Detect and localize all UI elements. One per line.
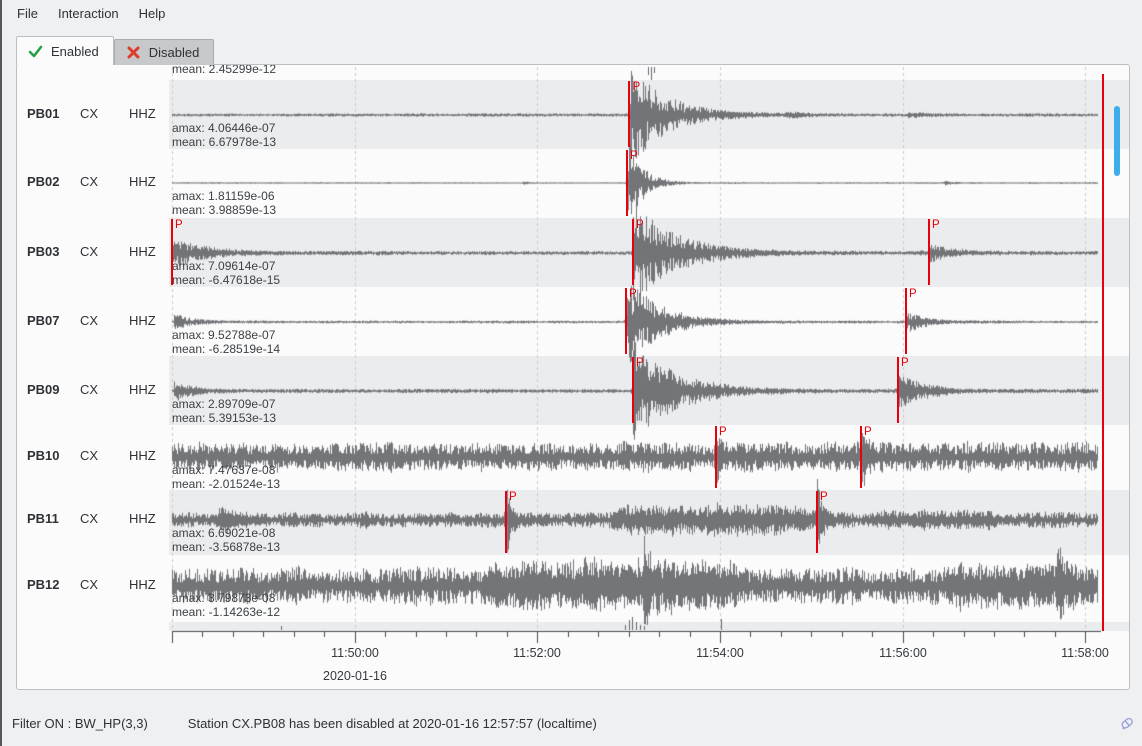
pick-marker-line[interactable]	[505, 491, 507, 553]
pick-marker-line[interactable]	[171, 219, 173, 285]
network-label: CX	[80, 106, 99, 121]
menu-help[interactable]: Help	[138, 6, 166, 21]
amax-label: amax: 6.69021e-08	[172, 526, 276, 540]
trace-view: mean: 2.45299e-12 PB01 CX HHZ amax: 4.06…	[16, 64, 1130, 690]
pick-marker-label[interactable]: P	[932, 219, 940, 231]
station-label-pb09[interactable]: PB09	[27, 382, 60, 397]
tab-bar: Enabled Disabled	[16, 36, 215, 65]
axis-tick-label: 11:52:00	[513, 646, 561, 660]
status-bar: Filter ON : BW_HP(3,3) Station CX.PB08 h…	[2, 700, 1142, 746]
menu-bar: File Interaction Help	[2, 0, 1142, 27]
axis-tick-label: 11:54:00	[696, 646, 744, 660]
pick-marker-line[interactable]	[904, 288, 907, 354]
cross-icon	[127, 46, 140, 59]
pick-marker-line[interactable]	[928, 219, 930, 285]
pick-marker-label[interactable]: P	[635, 219, 644, 231]
amax-label: amax: 1.81159e-06	[172, 189, 275, 203]
channel-label: HHZ	[129, 382, 156, 397]
axis-tick-label: 11:56:00	[879, 646, 927, 660]
tab-disabled-label: Disabled	[148, 45, 200, 60]
amax-label: amax: 4.06446e-07	[172, 121, 276, 135]
check-icon	[28, 45, 43, 57]
mean-label: mean: 3.98859e-13	[172, 203, 277, 217]
waveform-canvas[interactable]	[17, 65, 1129, 689]
pick-marker-label[interactable]: P	[175, 219, 183, 231]
mean-label: mean: -3.56878e-13	[172, 540, 281, 554]
pick-marker-label[interactable]: P	[629, 288, 637, 300]
channel-label: HHZ	[129, 244, 156, 259]
pick-marker-line[interactable]	[896, 357, 899, 423]
pick-marker-line[interactable]	[625, 288, 628, 354]
pick-marker-line[interactable]	[631, 219, 634, 285]
station-label-pb03[interactable]: PB03	[27, 244, 60, 259]
status-message: Station CX.PB08 has been disabled at 202…	[187, 715, 597, 731]
tab-enabled[interactable]: Enabled	[16, 36, 114, 65]
scrollbar-thumb[interactable]	[1114, 106, 1120, 176]
pick-marker-line[interactable]	[628, 81, 631, 147]
mean-label: mean: -6.28519e-14	[172, 342, 281, 356]
station-label-pb12[interactable]: PB12	[27, 577, 60, 592]
time-cursor-line[interactable]	[1102, 74, 1104, 631]
clipped-mean-label: mean: 2.45299e-12	[172, 64, 277, 76]
network-label: CX	[80, 511, 99, 526]
pick-marker-label[interactable]: P	[632, 81, 641, 93]
tab-disabled[interactable]: Disabled	[113, 39, 215, 65]
pick-marker-line[interactable]	[860, 426, 863, 488]
station-label-pb10[interactable]: PB10	[27, 448, 60, 463]
amax-label: amax: 7.47637e-08	[172, 463, 276, 477]
network-label: CX	[80, 448, 99, 463]
channel-label: HHZ	[129, 174, 156, 189]
channel-label: HHZ	[129, 106, 156, 121]
amax-label: amax: 3.79873e-08	[172, 591, 276, 605]
station-label-pb11[interactable]: PB11	[27, 511, 59, 526]
amax-label: amax: 7.09614e-07	[172, 259, 276, 273]
clear-status-icon[interactable]	[1118, 714, 1136, 732]
mean-label: mean: 6.67978e-13	[172, 135, 277, 149]
menu-file[interactable]: File	[17, 6, 38, 21]
channel-label: HHZ	[129, 448, 156, 463]
pick-marker-line[interactable]	[631, 357, 634, 423]
mean-label: mean: -2.01524e-13	[172, 477, 281, 491]
axis-tick-label: 11:50:00	[331, 646, 379, 660]
axis-tick-label: 11:58:00	[1061, 646, 1109, 660]
pick-marker-line[interactable]	[815, 491, 818, 553]
network-label: CX	[80, 577, 99, 592]
pick-marker-line[interactable]	[715, 426, 718, 488]
pick-marker-label[interactable]: P	[635, 357, 644, 369]
mean-label: mean: 5.39153e-13	[172, 411, 277, 425]
mean-label: mean: -6.47618e-15	[172, 273, 281, 287]
channel-label: HHZ	[129, 511, 156, 526]
filter-status: Filter ON : BW_HP(3,3)	[12, 715, 148, 731]
pick-marker-label[interactable]: P	[509, 491, 517, 503]
station-label-pb01[interactable]: PB01	[27, 106, 60, 121]
pick-marker-label[interactable]: P	[719, 426, 727, 438]
station-label-pb02[interactable]: PB02	[27, 174, 60, 189]
pick-marker-label[interactable]: P	[908, 288, 917, 300]
pick-marker-label[interactable]: P	[900, 357, 909, 369]
network-label: CX	[80, 174, 99, 189]
pick-marker-label[interactable]: P	[864, 426, 872, 438]
amax-label: amax: 2.89709e-07	[172, 397, 276, 411]
pick-marker-label[interactable]: P	[819, 491, 828, 503]
network-label: CX	[80, 244, 99, 259]
network-label: CX	[80, 382, 99, 397]
channel-label: HHZ	[129, 577, 156, 592]
axis-date-label: 2020-01-16	[323, 669, 387, 683]
tab-enabled-label: Enabled	[51, 43, 99, 59]
menu-interaction[interactable]: Interaction	[57, 6, 119, 21]
pick-marker-line[interactable]	[626, 150, 629, 216]
network-label: CX	[80, 313, 99, 328]
channel-label: HHZ	[129, 313, 156, 328]
station-label-pb07[interactable]: PB07	[27, 313, 60, 328]
amax-label: amax: 9.52788e-07	[172, 328, 276, 342]
mean-label: mean: -1.14263e-12	[172, 605, 281, 619]
pick-marker-label[interactable]: P	[630, 150, 638, 162]
